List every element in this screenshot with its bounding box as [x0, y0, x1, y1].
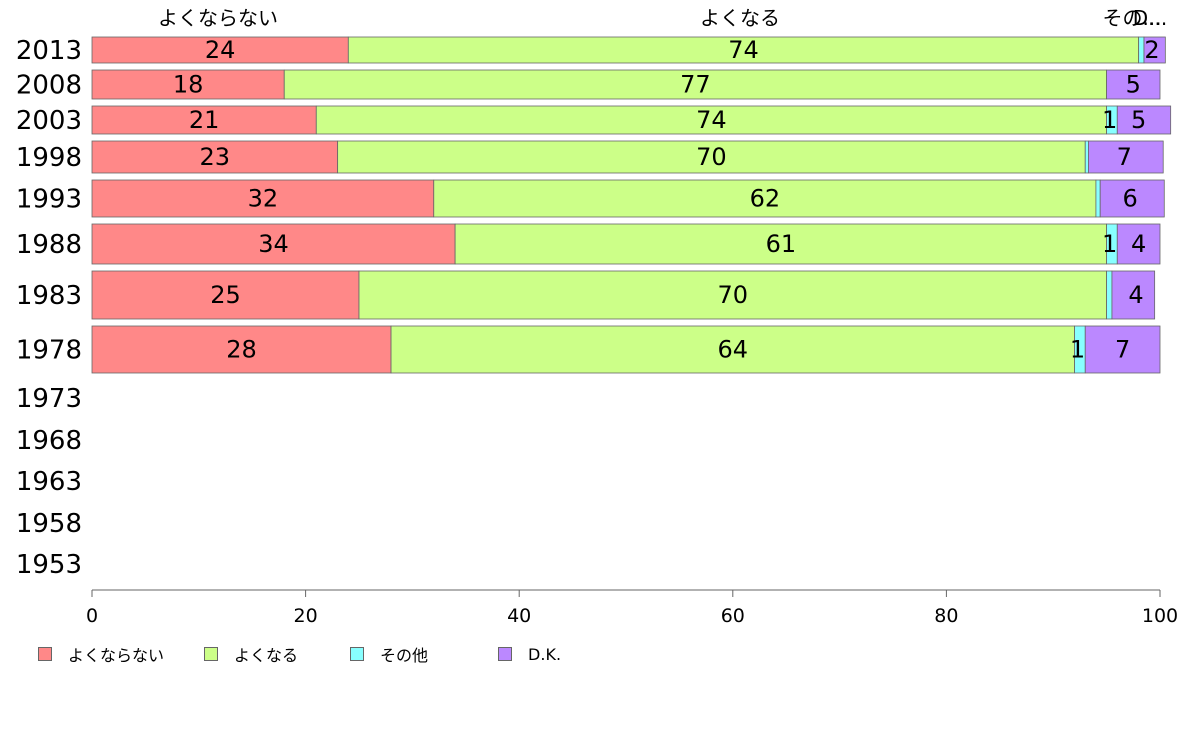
y-tick-label: 2013 — [16, 36, 82, 66]
bar-segment — [315, 105, 1108, 135]
data-label: 1 — [1070, 336, 1085, 364]
bar-segment — [91, 270, 360, 320]
bar-segment — [1138, 36, 1145, 64]
legend-item: その他 — [350, 642, 428, 666]
data-label: 1 — [1102, 106, 1117, 134]
data-label: 7 — [1117, 143, 1132, 171]
data-label: 77 — [680, 71, 711, 99]
legend-swatch — [38, 647, 52, 661]
bar-segment — [1116, 223, 1161, 265]
column-header: その... — [1102, 6, 1161, 30]
legend-label: よくならない — [68, 646, 165, 665]
data-label: 7 — [1115, 336, 1130, 364]
bar-segment — [433, 179, 1097, 218]
legend-item: よくならない — [38, 642, 164, 666]
bar-segment — [454, 223, 1107, 265]
data-label: 70 — [696, 143, 727, 171]
bar-segment — [91, 36, 349, 64]
data-label: 21 — [189, 106, 220, 134]
data-label: 5 — [1131, 106, 1146, 134]
legend-label: D.K. — [528, 644, 562, 664]
bars: 24 74 218 77 521 74 1 523 70 732 62 634 61 1 425 70 428 6… — [91, 36, 1172, 374]
bar-segment — [337, 140, 1086, 174]
data-label: 25 — [210, 281, 241, 309]
y-tick-label: 2008 — [16, 71, 82, 101]
y-tick-label: 1953 — [16, 550, 82, 580]
y-tick-label: 1983 — [16, 281, 82, 311]
legend-label: その他 — [380, 646, 429, 665]
x-axis: 0 20 40 60 80 100 — [86, 589, 1178, 627]
data-label: 61 — [766, 230, 797, 258]
bar-segment — [390, 325, 1075, 374]
bar-segment — [91, 325, 392, 374]
y-tick-label: 1978 — [16, 336, 82, 366]
bar-segment — [347, 36, 1140, 64]
column-header: よくなる — [700, 6, 780, 30]
data-label: 62 — [750, 185, 781, 213]
y-tick-label: 1968 — [16, 426, 82, 456]
bar-segment — [1116, 105, 1172, 135]
data-label: 74 — [728, 36, 759, 64]
y-tick-label: 1998 — [16, 143, 82, 173]
y-tick-label: 1958 — [16, 509, 82, 539]
bar-segment — [1095, 179, 1101, 218]
data-label: 4 — [1128, 281, 1143, 309]
bar-segment — [1099, 179, 1165, 218]
bar-segment — [1106, 69, 1161, 100]
y-tick-label: 1963 — [16, 467, 82, 497]
data-label: 70 — [718, 281, 749, 309]
data-label: 5 — [1126, 71, 1141, 99]
bar-segment — [91, 223, 456, 265]
bar-segment — [1088, 140, 1164, 174]
data-label: 34 — [258, 230, 289, 258]
bar-segment — [1084, 325, 1161, 374]
column-headers: よくならない よくなる その...D... — [158, 6, 1167, 30]
legend-item: よくなる — [204, 642, 298, 666]
data-label: 6 — [1122, 185, 1137, 213]
x-tick-label: 0 — [86, 605, 98, 627]
column-header: よくならない — [158, 6, 278, 30]
y-tick-label: 1973 — [16, 384, 82, 414]
data-label: 64 — [718, 336, 749, 364]
data-label: 4 — [1131, 230, 1146, 258]
bar-segment — [283, 69, 1107, 100]
bar-segment — [1084, 140, 1089, 174]
y-tick-label: 2003 — [16, 106, 82, 136]
legend-swatch — [498, 647, 513, 661]
x-tick-label: 80 — [934, 605, 958, 627]
column-header: D... — [1133, 6, 1167, 30]
y-tick-label: 1993 — [16, 185, 82, 215]
y-tick-label: 1988 — [16, 230, 82, 260]
bar-segment — [91, 179, 435, 218]
data-label: 2 — [1144, 36, 1159, 64]
data-label: 24 — [205, 36, 236, 64]
data-label: 23 — [200, 143, 231, 171]
x-tick-label: 60 — [721, 605, 745, 627]
bar-segment — [1106, 270, 1113, 320]
legend-swatch — [204, 647, 219, 661]
x-tick-label: 20 — [294, 605, 318, 627]
bar-segment — [358, 270, 1107, 320]
data-label: 28 — [226, 336, 257, 364]
data-label: 1 — [1102, 230, 1117, 258]
bar-segment — [91, 105, 317, 135]
bar-segment — [1143, 36, 1166, 64]
legend: よくならない よくなる その他 D.K. — [38, 643, 561, 665]
x-tick-label: 100 — [1142, 605, 1178, 627]
bar-segment — [1111, 270, 1156, 320]
y-axis-labels: 2013 2008 2003 1998 1993 1988 1983 1978 1973 1968… — [16, 36, 82, 580]
data-label: 74 — [696, 106, 727, 134]
x-tick-label: 40 — [507, 605, 531, 627]
legend-swatch — [350, 647, 365, 661]
legend-label: よくなる — [234, 646, 299, 665]
data-label: 32 — [248, 185, 279, 213]
legend-item: D.K. — [498, 645, 561, 664]
data-label: 18 — [173, 71, 204, 99]
